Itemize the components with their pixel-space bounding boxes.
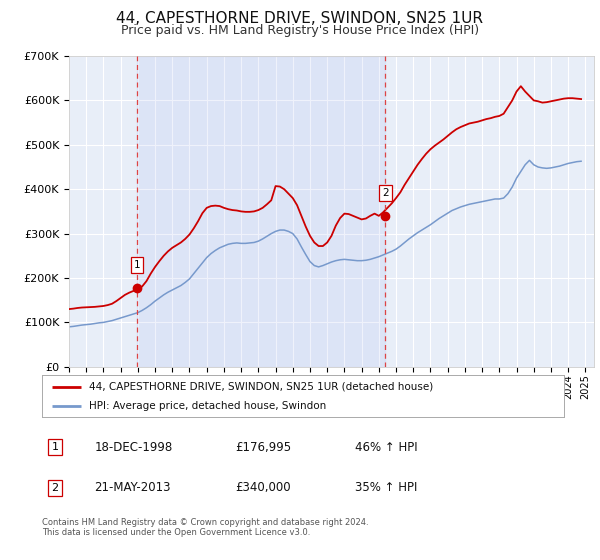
- Text: £340,000: £340,000: [235, 482, 291, 494]
- Text: 18-DEC-1998: 18-DEC-1998: [94, 441, 172, 454]
- Text: £176,995: £176,995: [235, 441, 291, 454]
- Text: 35% ↑ HPI: 35% ↑ HPI: [355, 482, 418, 494]
- Bar: [137, 56, 385, 367]
- Text: 1: 1: [134, 260, 140, 270]
- Text: 2: 2: [52, 483, 59, 493]
- Text: 46% ↑ HPI: 46% ↑ HPI: [355, 441, 418, 454]
- Text: 2: 2: [382, 188, 389, 198]
- Text: Price paid vs. HM Land Registry's House Price Index (HPI): Price paid vs. HM Land Registry's House …: [121, 24, 479, 37]
- Text: Contains HM Land Registry data © Crown copyright and database right 2024.: Contains HM Land Registry data © Crown c…: [42, 518, 368, 527]
- Text: 21-MAY-2013: 21-MAY-2013: [94, 482, 171, 494]
- Text: 44, CAPESTHORNE DRIVE, SWINDON, SN25 1UR: 44, CAPESTHORNE DRIVE, SWINDON, SN25 1UR: [116, 11, 484, 26]
- Text: This data is licensed under the Open Government Licence v3.0.: This data is licensed under the Open Gov…: [42, 528, 310, 536]
- Text: 44, CAPESTHORNE DRIVE, SWINDON, SN25 1UR (detached house): 44, CAPESTHORNE DRIVE, SWINDON, SN25 1UR…: [89, 381, 433, 391]
- Text: HPI: Average price, detached house, Swindon: HPI: Average price, detached house, Swin…: [89, 401, 326, 411]
- Text: 1: 1: [52, 442, 59, 452]
